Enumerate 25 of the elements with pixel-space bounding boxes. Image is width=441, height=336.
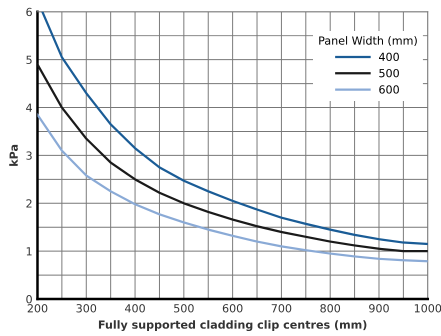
y-axis-title: kPa bbox=[9, 144, 18, 166]
legend-label: 500 bbox=[379, 68, 399, 78]
y-tick-label: 2 bbox=[26, 199, 32, 208]
line-series bbox=[37, 114, 428, 262]
legend-label: 600 bbox=[379, 85, 399, 94]
x-tick-label: 300 bbox=[76, 304, 96, 312]
y-tick-label: 0 bbox=[26, 295, 32, 304]
x-tick-label: 400 bbox=[124, 304, 145, 312]
legend-label: 400 bbox=[379, 52, 399, 62]
x-axis-title: Fully supported cladding clip centres (mm) bbox=[98, 320, 366, 332]
y-tick-label: 1 bbox=[26, 247, 32, 256]
x-tick-label: 200 bbox=[28, 304, 48, 312]
x-tick-label: 1000 bbox=[414, 304, 441, 312]
x-tick-label: 800 bbox=[320, 304, 340, 312]
x-tick-label: 900 bbox=[369, 304, 389, 312]
legend-title: Panel Width (mm) bbox=[319, 36, 417, 46]
line-series bbox=[37, 63, 428, 252]
y-tick-label: 5 bbox=[26, 56, 32, 64]
x-tick-label: 500 bbox=[174, 304, 194, 312]
y-tick-label: 3 bbox=[26, 151, 32, 160]
line-series bbox=[41, 12, 428, 246]
y-tick-label: 4 bbox=[26, 104, 32, 112]
y-tick-label: 6 bbox=[26, 8, 32, 16]
x-tick-label: 600 bbox=[222, 304, 242, 312]
x-tick-label: 700 bbox=[272, 304, 292, 312]
